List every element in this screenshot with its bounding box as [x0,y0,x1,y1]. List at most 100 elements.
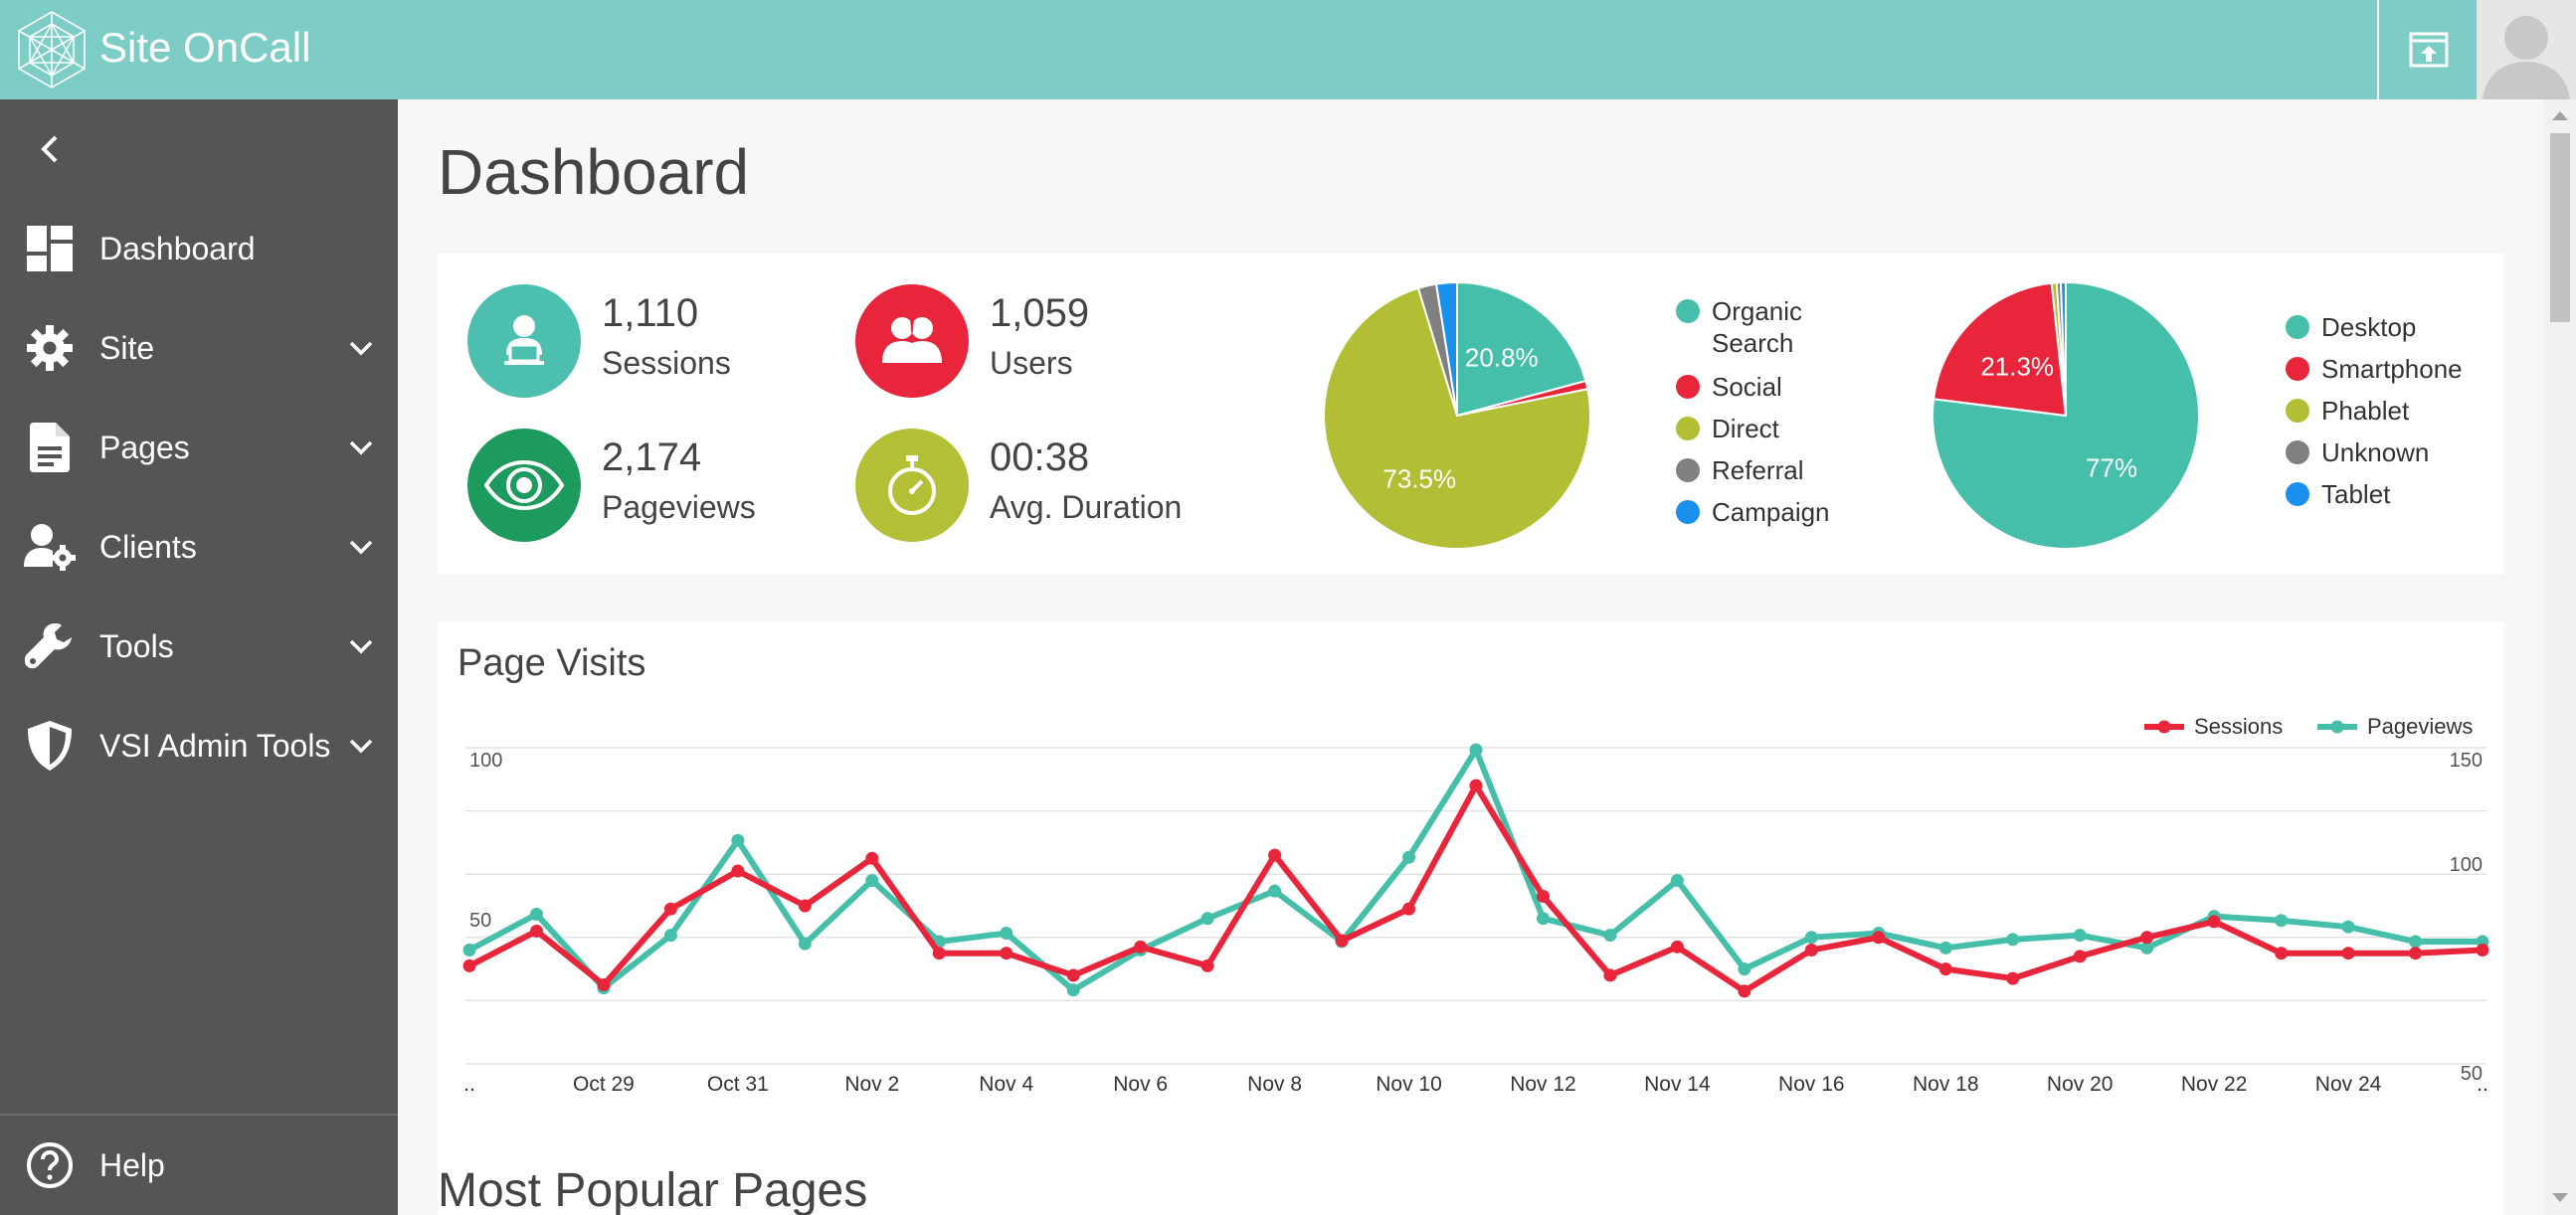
eye-icon [484,460,564,510]
legend-swatch [1676,375,1700,399]
collapse-sidebar-button[interactable] [30,129,70,169]
legend-label[interactable]: Pageviews [2367,714,2473,739]
legend-label: Referral [1712,455,1804,485]
gear-icon [22,320,78,376]
data-point-sessions [1469,779,1483,792]
series-line-sessions [467,782,2484,994]
data-point-sessions [2275,947,2289,960]
legend-item: Social [1676,371,1855,413]
pie-slice-label: 77% [2086,452,2137,482]
sidebar-item-tools[interactable]: Tools [0,597,398,696]
data-point-sessions [1738,984,1751,998]
x-tick-label: Nov 24 [2315,1073,2382,1096]
sidebar-item-label: Clients [99,528,197,565]
sidebar-item-dashboard[interactable]: Dashboard [0,199,398,298]
data-point-sessions [731,864,745,878]
sidebar-item-vsi-admin-tools[interactable]: VSI Admin Tools [0,696,398,795]
legend-swatch [2286,315,2309,339]
data-point-sessions [2409,947,2423,960]
y-right-tick-label: 150 [2450,750,2483,772]
data-point-sessions [2207,915,2221,929]
scroll-down-arrow-icon[interactable] [2552,1193,2568,1202]
help-label: Help [99,1146,165,1183]
main-content: Dashboard 1,110 Sessions 1,059 Users 2,1… [398,99,2544,1215]
chevron-down-icon [343,430,379,465]
data-point-sessions [663,902,677,916]
legend-swatch [1676,500,1700,524]
vertical-scrollbar[interactable] [2544,99,2576,1215]
sessions-label: Sessions [602,345,731,381]
legend-item: Campaign [1676,496,1855,538]
sidebar-item-clients[interactable]: Clients [0,497,398,597]
top-bar: Site OnCall [0,0,2576,99]
data-point-sessions [1134,940,1148,954]
summary-card: 1,110 Sessions 1,059 Users 2,174 Pagevie… [438,254,2504,574]
duration-stat-icon [855,429,969,542]
legend-label: Desktop [2321,312,2417,342]
data-point-sessions [2341,947,2355,960]
data-point-pageviews [2073,929,2087,943]
legend-label: Smartphone [2321,354,2463,384]
data-point-sessions [2006,971,2020,985]
data-point-pageviews [798,937,812,951]
sidebar-item-pages[interactable]: Pages [0,398,398,497]
data-point-pageviews [462,944,476,957]
legend-swatch [2286,357,2309,381]
data-point-sessions [865,851,879,865]
shield-icon [22,718,78,774]
x-tick-label: Nov 14 [1644,1073,1711,1096]
data-point-pageviews [529,907,543,921]
chevron-down-icon [343,529,379,565]
data-point-pageviews [2341,920,2355,934]
open-site-button[interactable] [2377,0,2479,99]
most-popular-pages-title: Most Popular Pages [438,1164,868,1215]
sidebar-item-site[interactable]: Site [0,298,398,398]
data-point-pageviews [1804,931,1818,945]
data-point-sessions [1200,958,1214,972]
pie-slice [1456,280,1587,418]
data-point-pageviews [1268,884,1282,898]
data-point-sessions [2140,931,2154,945]
upload-window-icon [2409,32,2449,68]
data-point-pageviews [1200,912,1214,926]
document-icon [22,420,78,475]
data-point-pageviews [731,833,745,847]
sidebar-item-label: Pages [99,429,190,465]
app-title: Site OnCall [99,24,311,71]
user-laptop-icon [504,315,544,365]
pie-slice-label: 73.5% [1382,463,1456,493]
pie-slice [1932,281,2068,418]
legend-label[interactable]: Sessions [2194,714,2283,739]
pie-slice [1434,280,1458,417]
x-tick-label: Nov 20 [2047,1073,2114,1096]
scroll-up-arrow-icon[interactable] [2552,111,2568,120]
sidebar-item-help[interactable]: Help [0,1116,398,1215]
sidebar-divider [0,1114,398,1116]
pageviews-stat-icon [467,429,581,542]
data-point-sessions [1402,902,1416,916]
data-point-sessions [1335,934,1349,948]
x-tick-label: Nov 18 [1913,1073,1979,1096]
data-point-sessions [1804,944,1818,957]
user-avatar[interactable] [2477,0,2576,99]
chevron-down-icon [343,728,379,764]
scrollbar-thumb[interactable] [2550,133,2570,322]
data-point-sessions [1000,947,1013,960]
legend-swatch-marker [2330,720,2344,734]
devices-pie-chart: 77% 21.3% [1932,280,2200,550]
data-point-pageviews [1402,850,1416,864]
pageviews-label: Pageviews [602,489,756,525]
legend-swatch [1676,458,1700,482]
users-stat-icon [855,284,969,398]
x-tick-label: Nov 16 [1778,1073,1845,1096]
legend-item: Unknown [2286,436,2494,478]
legend-label: Unknown [2321,437,2430,467]
page-visits-line-chart: 100 50 150 100 50.. Oct 29 Oct 31 Nov 2 Nov 4 Nov… [462,714,2489,1096]
data-point-pageviews [1469,743,1483,757]
sidebar-item-label: Dashboard [99,230,256,266]
users-icon [882,317,942,363]
legend-label: Phablet [2321,396,2410,426]
data-point-sessions [529,924,543,938]
data-point-pageviews [1066,983,1080,997]
data-point-pageviews [1738,962,1751,976]
